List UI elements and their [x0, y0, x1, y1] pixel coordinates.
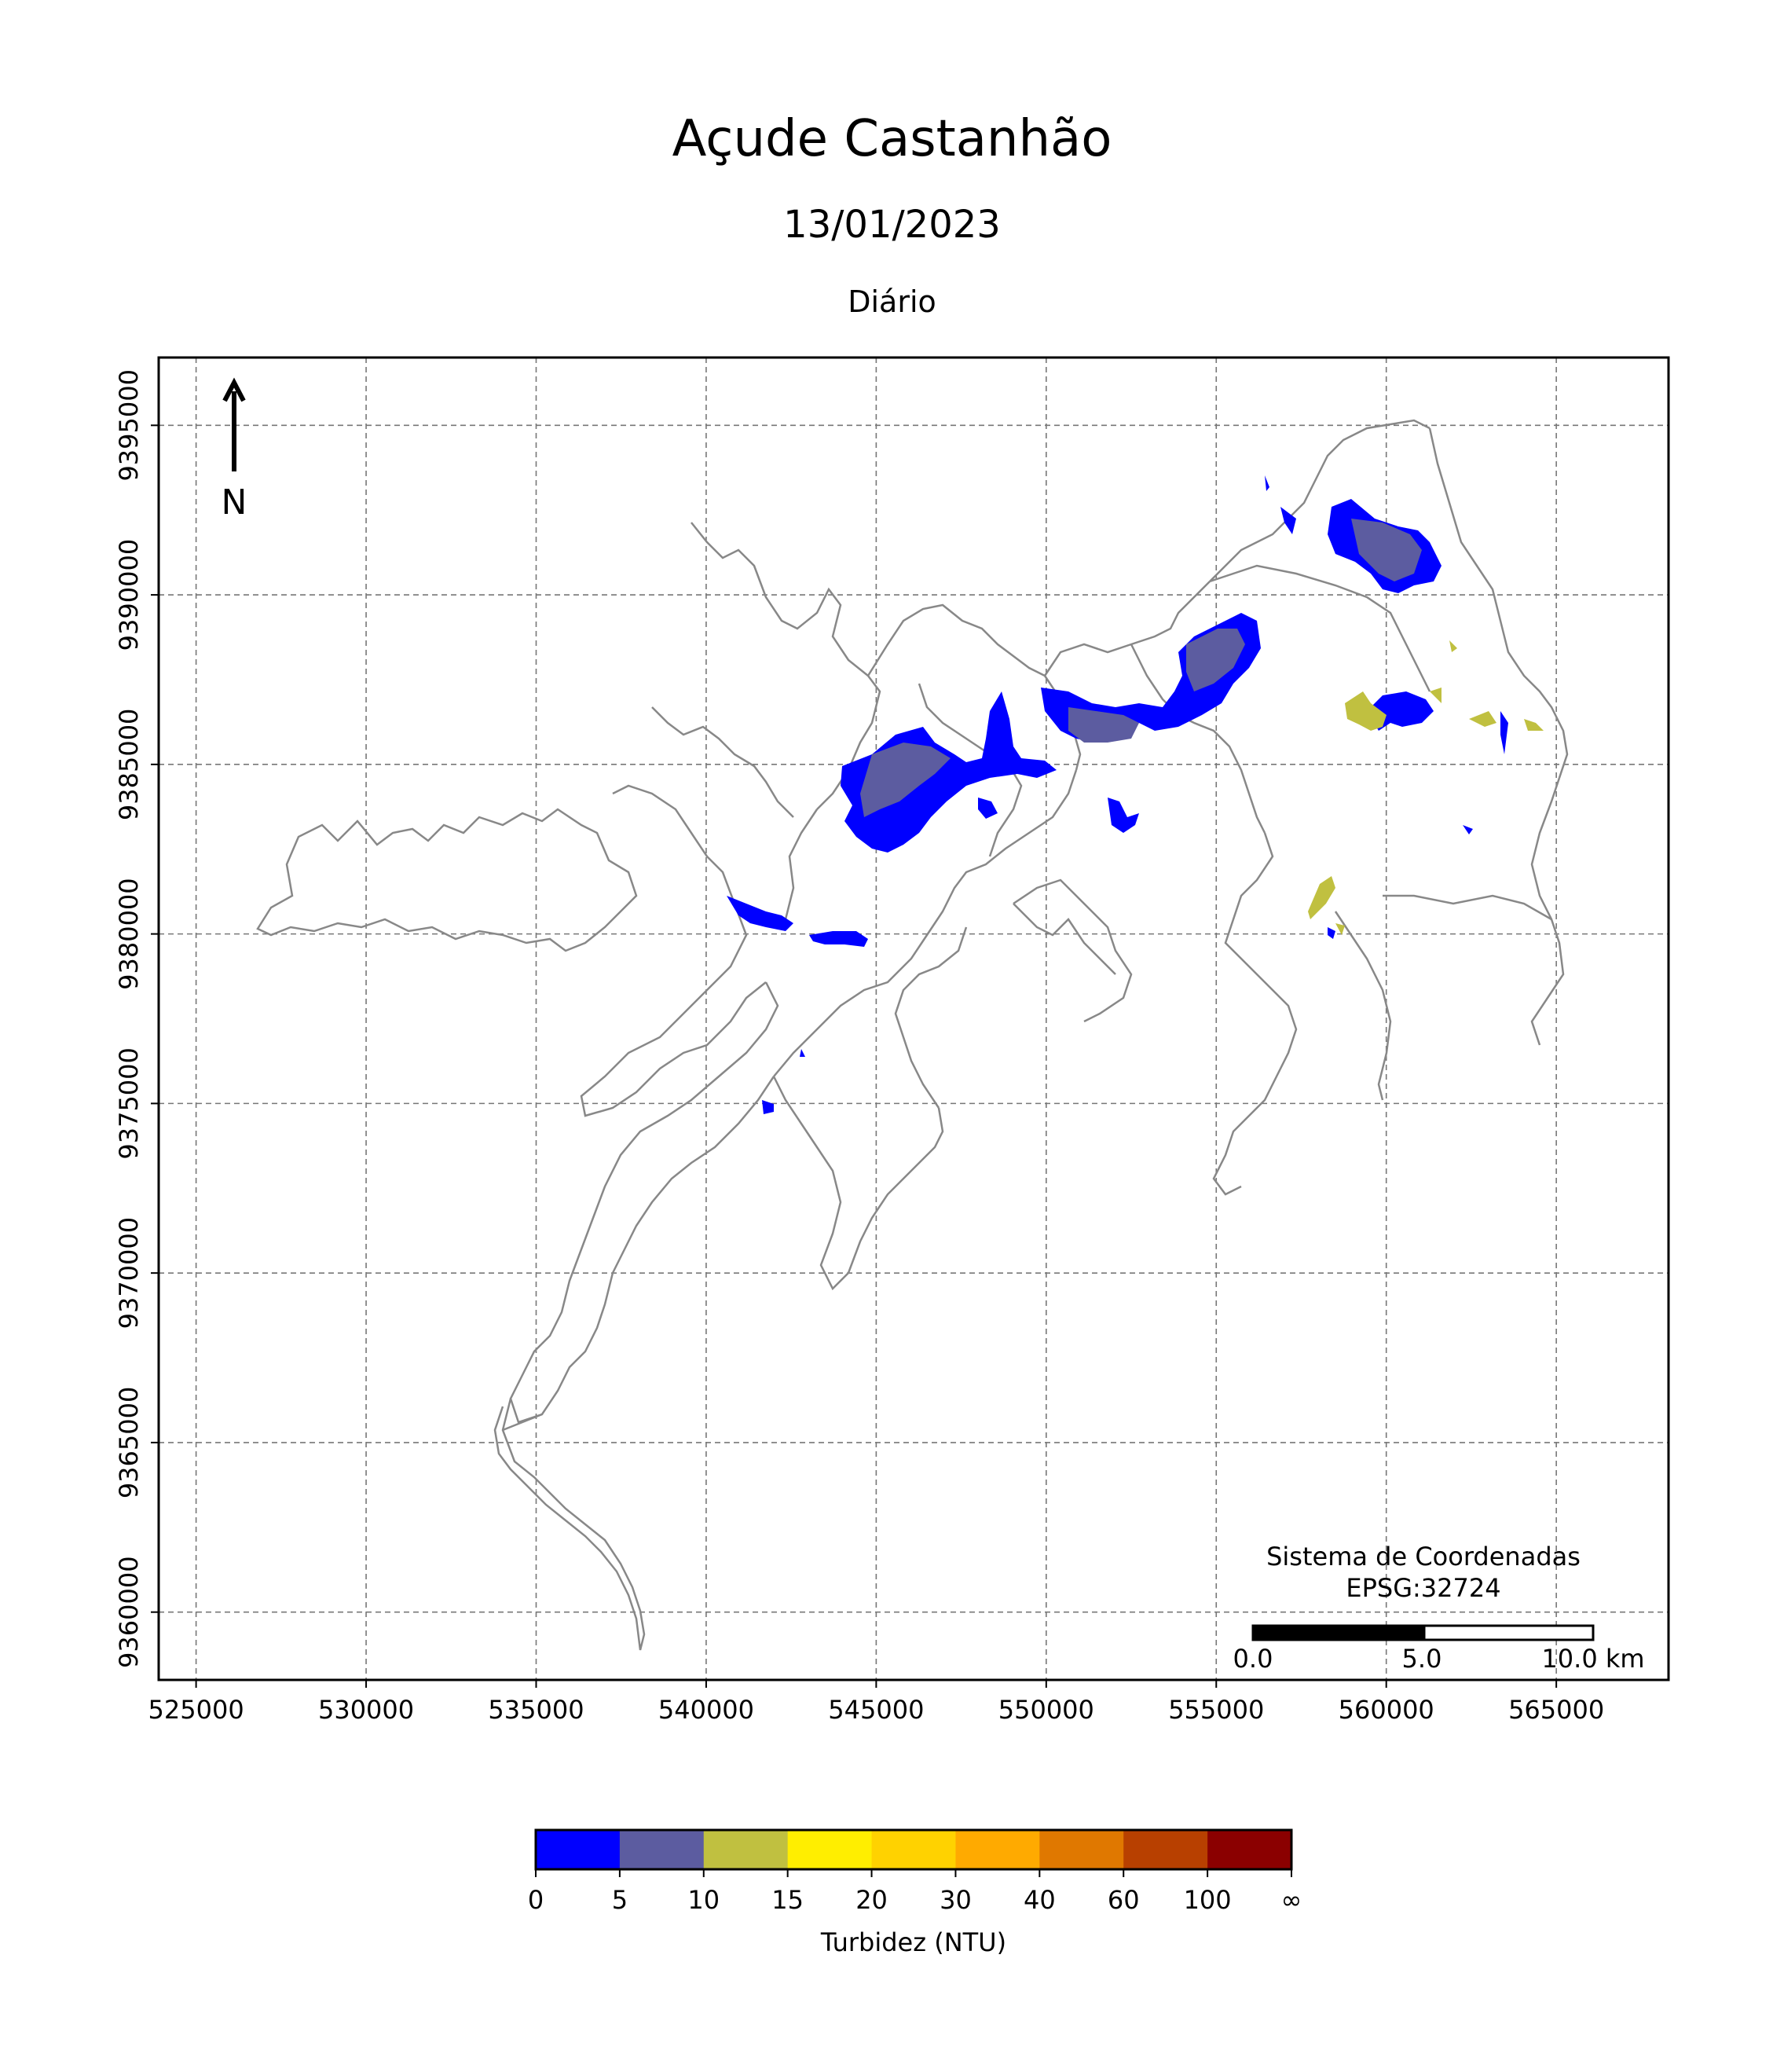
colorbar-ticks: 0 5 10 15 20 30 40 60 100 ∞	[528, 1869, 1302, 1915]
y-tick-label: 9360000	[114, 1556, 144, 1668]
colorbar-swatch	[955, 1830, 1040, 1869]
colorbar-tick-label: 15	[771, 1885, 804, 1915]
colorbar-swatch	[1123, 1830, 1208, 1869]
colorbar-tick-label: ∞	[1281, 1885, 1302, 1915]
colorbar-swatch	[703, 1830, 789, 1869]
x-tick-label: 555000	[1168, 1695, 1264, 1725]
x-tick-label: 550000	[998, 1695, 1094, 1725]
turbidity-patches-10-15	[1308, 640, 1544, 935]
colorbar-swatches	[536, 1830, 1292, 1869]
colorbar-tick-label: 10	[687, 1885, 720, 1915]
map-period: Diário	[848, 284, 936, 319]
y-tick-label: 9370000	[114, 1217, 144, 1329]
colorbar-tick-label: 0	[528, 1885, 544, 1915]
turbidity-colorbar: 0 5 10 15 20 30 40 60 100 ∞ Turbidez (NTU)	[528, 1828, 1302, 1957]
map-date: 13/01/2023	[783, 203, 1001, 247]
x-tick-label: 540000	[658, 1695, 754, 1725]
y-tick-label: 9395000	[114, 369, 144, 482]
scale-label-10: 10.0 km	[1541, 1644, 1644, 1674]
x-tick-label: 560000	[1339, 1695, 1434, 1725]
colorbar-label: Turbidez (NTU)	[820, 1927, 1006, 1957]
x-axis-ticks: 525000 530000 535000 540000 545000 550000 5550…	[148, 1680, 1604, 1725]
colorbar-swatch	[787, 1830, 873, 1869]
colorbar-swatch	[536, 1830, 621, 1869]
y-axis-ticks: 9395000 9390000 9385000 9380000 9375000 93700…	[114, 369, 159, 1668]
north-arrow: N	[222, 377, 247, 523]
colorbar-tick-label: 60	[1108, 1885, 1140, 1915]
map-title: Açude Castanhão	[672, 110, 1112, 168]
x-tick-label: 530000	[318, 1695, 414, 1725]
y-tick-label: 9380000	[114, 878, 144, 990]
reservoir-outline	[256, 419, 1569, 1651]
map-frame	[157, 356, 1670, 1681]
colorbar-tick-label: 40	[1024, 1885, 1056, 1915]
y-tick-label: 9390000	[114, 539, 144, 651]
x-tick-label: 525000	[148, 1695, 244, 1725]
colorbar-swatch	[619, 1830, 705, 1869]
x-tick-label: 545000	[828, 1695, 924, 1725]
grid-lines	[159, 358, 1669, 1680]
colorbar-tick-label: 5	[612, 1885, 628, 1915]
turbidity-patches-5-10	[860, 519, 1422, 817]
y-tick-label: 9365000	[114, 1387, 144, 1499]
y-tick-label: 9385000	[114, 709, 144, 821]
colorbar-tick-label: 20	[855, 1885, 888, 1915]
x-tick-label: 535000	[488, 1695, 584, 1725]
scale-bar: 0.0 5.0 10.0 km	[1233, 1624, 1645, 1674]
x-tick-label: 565000	[1508, 1695, 1604, 1725]
crs-label-line1: Sistema de Coordenadas	[1266, 1542, 1581, 1571]
y-tick-label: 9375000	[114, 1047, 144, 1160]
north-label: N	[222, 482, 247, 523]
scale-label-0: 0.0	[1233, 1644, 1273, 1674]
colorbar-swatch	[871, 1830, 956, 1869]
scale-label-5: 5.0	[1402, 1644, 1442, 1674]
colorbar-tick-label: 100	[1184, 1885, 1232, 1915]
crs-label-line2: EPSG:32724	[1346, 1573, 1500, 1603]
colorbar-swatch	[1039, 1830, 1124, 1869]
colorbar-swatch	[1207, 1830, 1292, 1869]
colorbar-tick-label: 30	[940, 1885, 972, 1915]
